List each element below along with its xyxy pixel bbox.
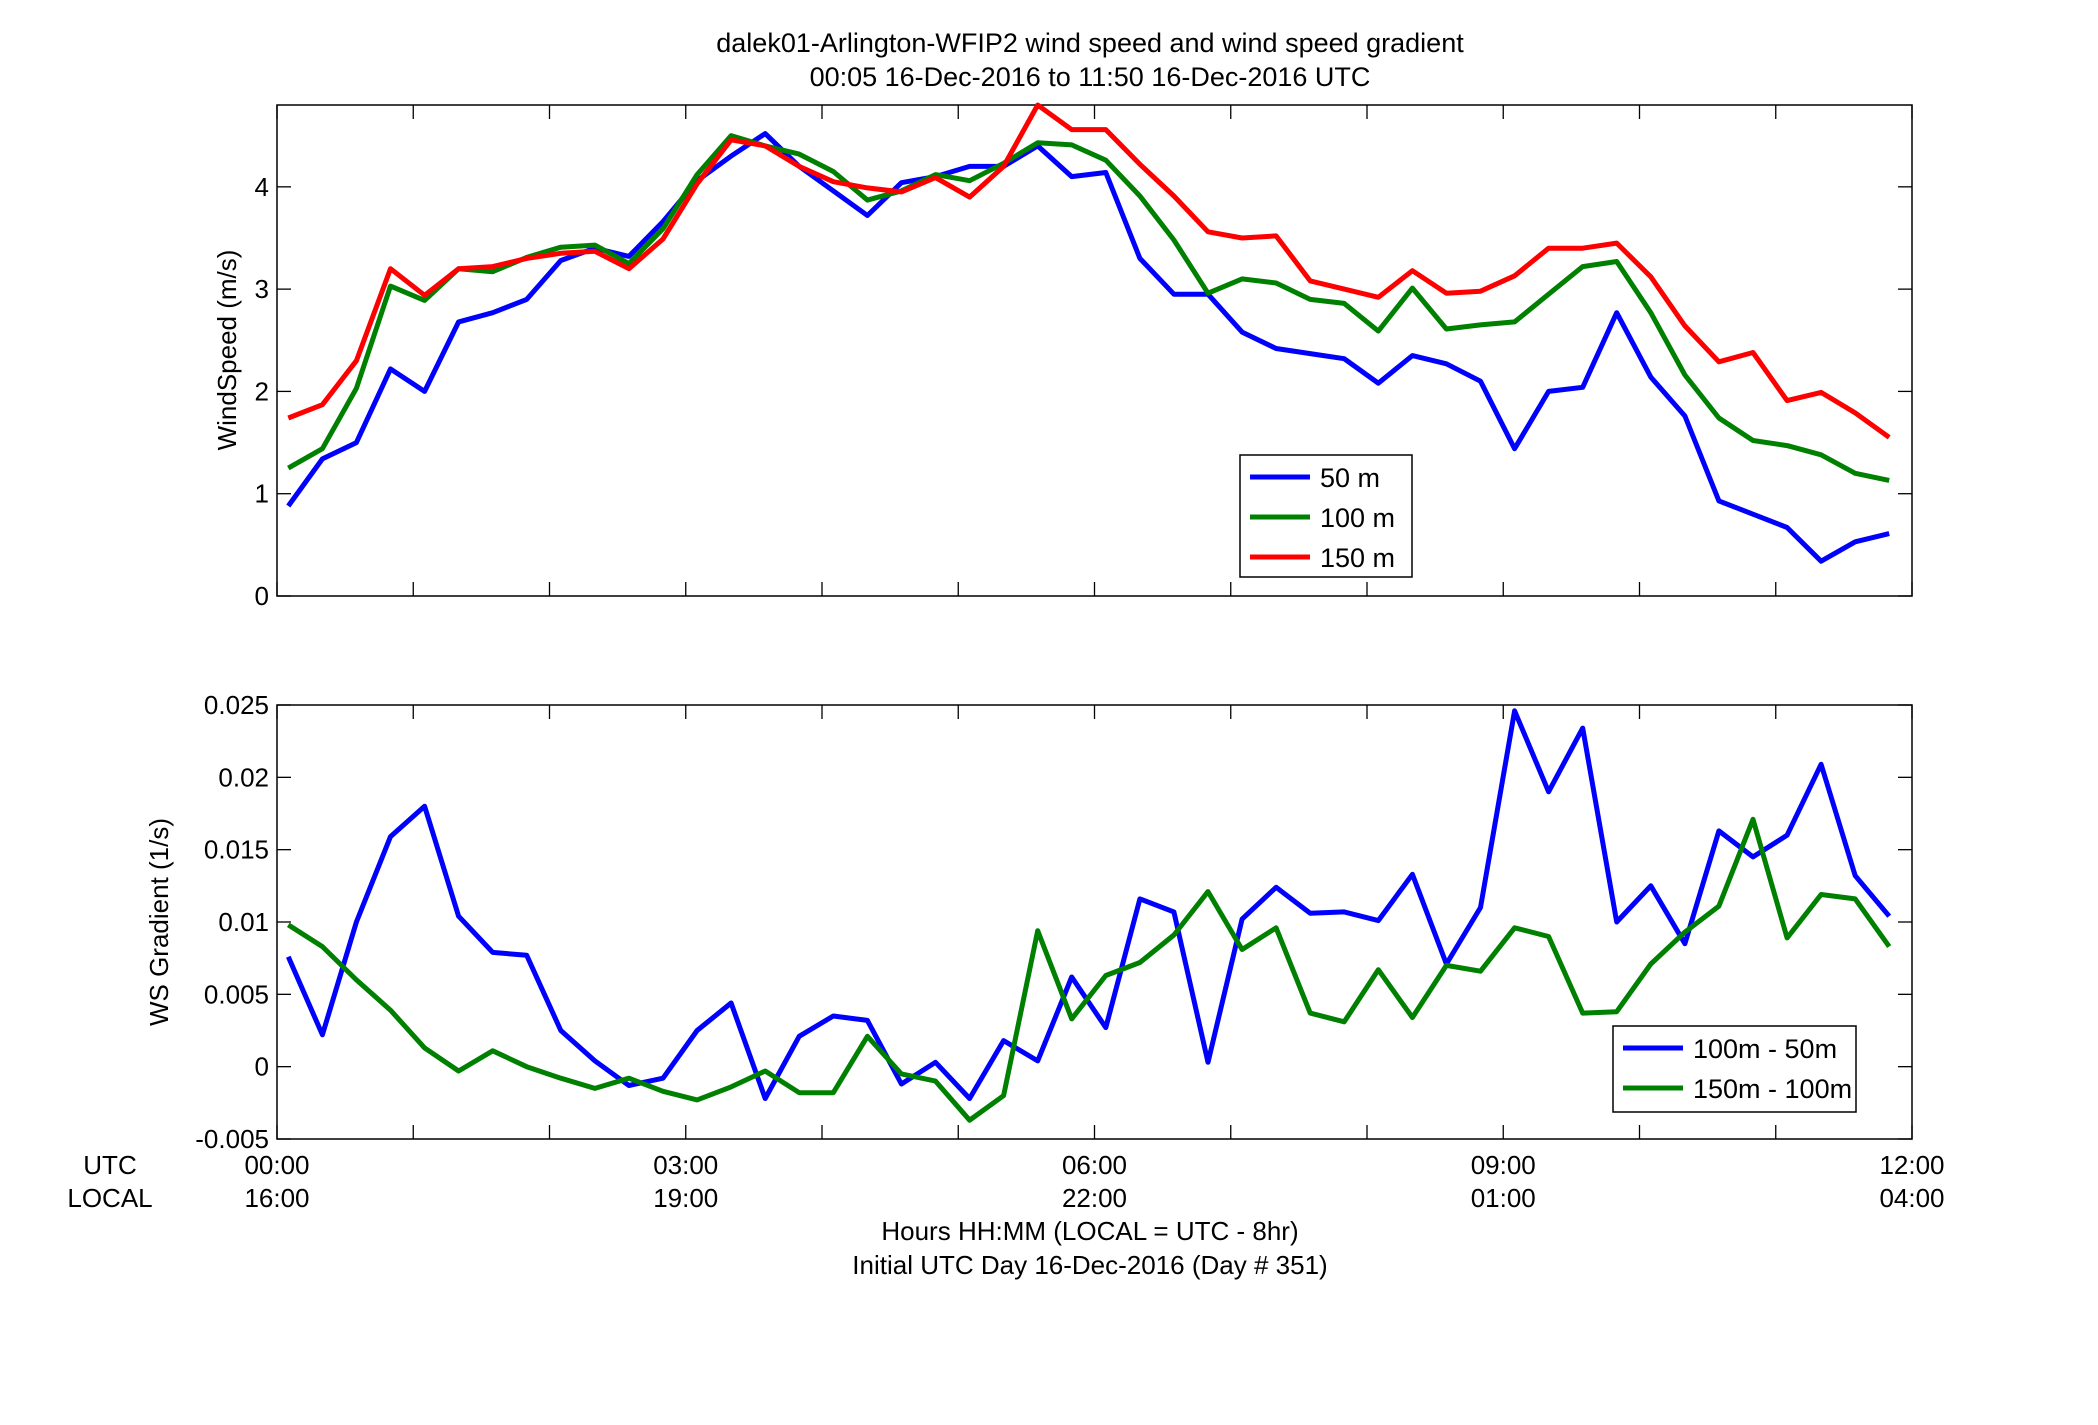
- y-tick-label: 0.005: [204, 979, 269, 1009]
- ws-gradient-legend: 100m - 50m 150m - 100m: [1612, 1025, 1857, 1113]
- series-line-0-1: [287, 133, 1890, 483]
- legend-entry: 150 m: [1320, 543, 1395, 573]
- y-tick-label: 2: [255, 376, 269, 406]
- wind-speed-plot-frame: [276, 104, 1913, 597]
- y-tick-label: 0.01: [218, 907, 269, 937]
- series-line-1-0: [286, 708, 1892, 1101]
- x-tick-label-utc: 09:00: [1471, 1150, 1536, 1180]
- wind-speed-panel: 0 1 2 3 4 WindSpeed (m/s) 50 m 100 m 150 m: [212, 102, 1913, 611]
- chart-title-line1: dalek01-Arlington-WFIP2 wind speed and w…: [716, 28, 1464, 58]
- y-tick-label: 0: [255, 1052, 269, 1082]
- x-row-label-local: LOCAL: [67, 1183, 152, 1213]
- y-tick-label: 0: [255, 581, 269, 611]
- series-line-0-0: [286, 131, 1890, 564]
- series-line-1-1: [286, 816, 1892, 1123]
- x-tick-label-local: 01:00: [1471, 1183, 1536, 1213]
- wind-speed-legend: 50 m 100 m 150 m: [1239, 454, 1413, 578]
- y-tick-label: 0.015: [204, 835, 269, 865]
- ws-gradient-panel: -0.005 0 0.005 0.01 0.015 0.02 0.025 WS Gradie…: [144, 690, 1913, 1154]
- legend-entry: 100 m: [1320, 503, 1395, 533]
- legend-box: [1612, 1025, 1857, 1113]
- x-tick-label-utc: 00:00: [244, 1150, 309, 1180]
- wind-speed-ylabel: WindSpeed (m/s): [212, 250, 242, 451]
- ws-gradient-ylabel: WS Gradient (1/s): [144, 818, 174, 1026]
- series-line-0-2: [287, 102, 1891, 440]
- x-tick-label-utc: 03:00: [653, 1150, 718, 1180]
- x-tick-label-local: 04:00: [1879, 1183, 1944, 1213]
- x-tick-label-local: 16:00: [244, 1183, 309, 1213]
- legend-entry: 100m - 50m: [1693, 1034, 1837, 1064]
- y-tick-label: 1: [255, 479, 269, 509]
- y-tick-label: 4: [255, 172, 269, 202]
- legend-entry: 150m - 100m: [1693, 1074, 1852, 1104]
- y-tick-label: 0.025: [204, 690, 269, 720]
- x-row-label-utc: UTC: [83, 1150, 136, 1180]
- x-tick-label-local: 22:00: [1062, 1183, 1127, 1213]
- x-axis-label-line1: Hours HH:MM (LOCAL = UTC - 8hr): [881, 1216, 1298, 1246]
- legend-entry: 50 m: [1320, 463, 1380, 493]
- y-tick-label: 0.02: [218, 762, 269, 792]
- x-tick-label-utc: 12:00: [1879, 1150, 1944, 1180]
- x-tick-label-utc: 06:00: [1062, 1150, 1127, 1180]
- x-axis-label-line2: Initial UTC Day 16-Dec-2016 (Day # 351): [852, 1250, 1327, 1280]
- y-tick-label: -0.005: [195, 1124, 269, 1154]
- y-tick-label: 3: [255, 274, 269, 304]
- x-tick-label-local: 19:00: [653, 1183, 718, 1213]
- chart-title-line2: 00:05 16-Dec-2016 to 11:50 16-Dec-2016 U…: [810, 62, 1371, 92]
